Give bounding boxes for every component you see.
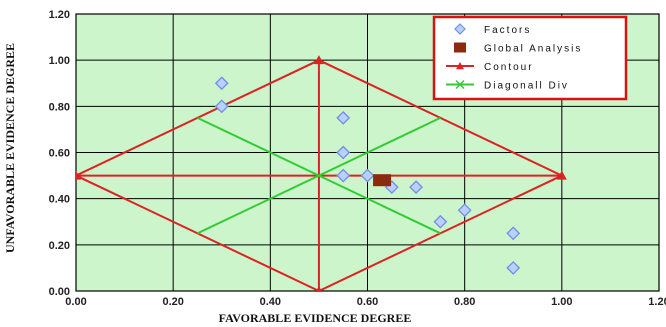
y-tick-label: 0.00	[49, 286, 70, 298]
factor-point	[214, 76, 229, 91]
x-tick-label: 0.80	[454, 296, 475, 308]
x-axis-title: FAVORABLE EVIDENCE DEGREE	[219, 311, 412, 325]
x-tick-labels: 0.00 0.20 0.40 0.60 0.80 1.00 1.20	[65, 296, 666, 308]
factor-points	[214, 76, 521, 275]
legend-label: Contour	[484, 62, 534, 73]
y-tick-label: 0.80	[49, 101, 70, 113]
factor-point	[336, 110, 351, 125]
contour-vertex	[316, 286, 322, 291]
factor-point	[360, 168, 375, 183]
x-tick-label: 0.60	[357, 296, 378, 308]
legend-marker-factors	[454, 23, 466, 35]
legend-marker-diagonal	[455, 79, 465, 90]
factor-point	[506, 260, 521, 275]
diagonal-lines	[197, 116, 441, 235]
global-analysis-points	[373, 174, 392, 187]
y-axis-title: UNFAVORABLE EVIDENCE DEGREE	[3, 43, 17, 253]
legend: Factors Global Analysis Contour Diagonall D…	[432, 15, 628, 101]
contour-vertex	[313, 55, 324, 65]
legend-label: Global Analysis	[484, 44, 582, 55]
legend-marker-global-analysis	[454, 42, 466, 53]
factor-point	[433, 214, 448, 229]
y-tick-label: 0.40	[49, 194, 70, 206]
diagonal-line	[197, 116, 441, 235]
factor-point	[336, 168, 351, 183]
y-tick-label: 0.20	[49, 240, 70, 252]
factor-point	[457, 203, 472, 218]
factor-point	[336, 145, 351, 160]
contour-vertex	[556, 170, 567, 180]
factor-point	[506, 226, 521, 241]
y-tick-label: 0.60	[49, 148, 70, 160]
x-tick-label: 1.00	[551, 296, 572, 308]
y-tick-label: 1.20	[49, 9, 70, 21]
x-tick-label: 1.20	[648, 296, 666, 308]
x-tick-label: 0.40	[260, 296, 281, 308]
global-analysis-point	[373, 174, 392, 187]
legend-label: Diagonall Div	[484, 81, 569, 92]
factor-point	[214, 99, 229, 114]
legend-box	[432, 15, 628, 101]
factor-point	[409, 180, 424, 195]
legend-marker-contour	[456, 62, 464, 70]
y-tick-label: 1.00	[49, 55, 70, 67]
x-tick-label: 0.20	[162, 296, 183, 308]
x-tick-label: 0.00	[65, 296, 86, 308]
contour-vertex	[76, 170, 81, 180]
y-tick-labels: 0.00 0.20 0.40 0.60 0.80 1.00 1.20	[49, 9, 70, 298]
legend-label: Factors	[484, 25, 531, 36]
